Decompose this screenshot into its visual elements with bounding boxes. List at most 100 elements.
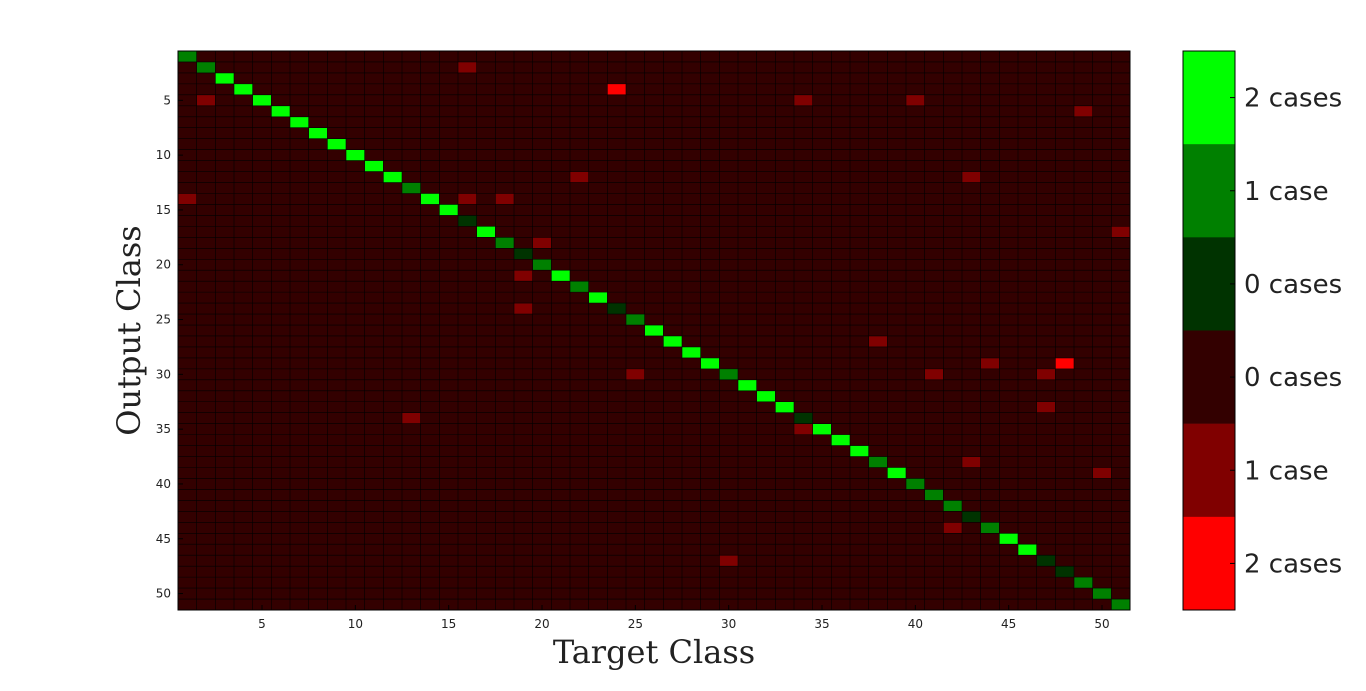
matrix-cell-o16-t22 (570, 215, 589, 227)
matrix-cell-o28-t24 (607, 346, 627, 359)
matrix-cell-o46-t23 (588, 544, 608, 556)
matrix-cell-o44-t23 (588, 522, 608, 534)
matrix-cell-o25-t14 (420, 314, 440, 326)
matrix-cell-o27-t5 (252, 335, 272, 348)
matrix-cell-o32-t14 (420, 390, 440, 403)
diagonal-cell-o16-t16 (458, 215, 477, 227)
matrix-cell-o46-t32 (756, 544, 776, 556)
matrix-cell-o14-t22 (570, 193, 589, 205)
diagonal-cell-o47-t47 (1036, 555, 1056, 567)
matrix-cell-o24-t42 (943, 303, 963, 315)
matrix-cell-o33-t28 (682, 401, 701, 414)
matrix-cell-o26-t37 (850, 325, 869, 337)
matrix-cell-o8-t28 (682, 127, 701, 139)
matrix-cell-o47-t29 (700, 555, 720, 567)
matrix-cell-o33-t19 (514, 401, 533, 414)
matrix-cell-o44-t18 (495, 522, 515, 534)
matrix-cell-o35-t10 (346, 423, 365, 435)
matrix-cell-o29-t21 (551, 357, 571, 370)
matrix-cell-o49-t39 (887, 577, 907, 589)
matrix-cell-o40-t14 (420, 478, 440, 490)
matrix-cell-o34-t18 (495, 412, 515, 424)
matrix-cell-o7-t10 (346, 116, 365, 129)
matrix-cell-o28-t7 (290, 346, 309, 359)
matrix-cell-o13-t45 (999, 182, 1019, 194)
matrix-cell-o20-t13 (402, 259, 421, 271)
matrix-cell-o44-t38 (868, 522, 888, 534)
matrix-cell-o22-t8 (308, 281, 328, 293)
matrix-cell-o34-t44 (980, 412, 1000, 424)
matrix-cell-o34-t3 (215, 412, 235, 424)
matrix-cell-o36-t48 (1055, 434, 1075, 446)
matrix-cell-o6-t18 (495, 105, 515, 118)
matrix-cell-o28-t49 (1074, 346, 1093, 359)
matrix-cell-o12-t42 (943, 171, 963, 183)
matrix-cell-o31-t3 (215, 379, 235, 392)
matrix-cell-o40-t23 (588, 478, 608, 490)
matrix-cell-o34-t31 (738, 412, 757, 424)
matrix-cell-o12-t39 (887, 171, 907, 183)
matrix-cell-o28-t42 (943, 346, 963, 359)
matrix-cell-o12-t48 (1055, 171, 1075, 183)
matrix-cell-o33-t42 (943, 401, 963, 414)
matrix-cell-o49-t44 (980, 577, 1000, 589)
matrix-cell-o1-t3 (215, 51, 235, 63)
matrix-cell-o3-t11 (364, 72, 384, 85)
matrix-cell-o30-t35 (812, 368, 832, 381)
matrix-cell-o34-t38 (868, 412, 888, 424)
matrix-cell-o48-t41 (924, 566, 944, 578)
matrix-cell-o8-t48 (1055, 127, 1075, 139)
matrix-cell-o24-t48 (1055, 303, 1075, 315)
matrix-cell-o33-t2 (196, 401, 216, 414)
matrix-cell-o23-t35 (812, 292, 832, 304)
matrix-cell-o29-t11 (364, 357, 384, 370)
matrix-cell-o20-t12 (383, 259, 403, 271)
matrix-cell-o5-t19 (514, 94, 533, 107)
matrix-cell-o6-t26 (644, 105, 664, 118)
matrix-cell-o26-t41 (924, 325, 944, 337)
matrix-cell-o17-t32 (756, 226, 776, 238)
matrix-cell-o3-t28 (682, 72, 701, 85)
matrix-cell-o10-t23 (588, 149, 608, 161)
matrix-cell-o41-t17 (476, 489, 496, 501)
matrix-cell-o3-t7 (290, 72, 309, 85)
matrix-cell-o20-t25 (626, 259, 645, 271)
matrix-cell-o37-t35 (812, 445, 832, 457)
matrix-cell-o21-t40 (906, 270, 925, 282)
matrix-cell-o41-t18 (495, 489, 515, 501)
matrix-cell-o3-t19 (514, 72, 533, 85)
matrix-cell-o43-t25 (626, 511, 645, 523)
matrix-cell-o38-t48 (1055, 456, 1075, 468)
matrix-cell-o40-t37 (850, 478, 869, 490)
matrix-cell-o38-t30 (719, 456, 739, 468)
matrix-cell-o33-t5 (252, 401, 272, 414)
matrix-cell-o10-t45 (999, 149, 1019, 161)
matrix-cell-o19-t44 (980, 248, 1000, 260)
matrix-cell-o44-t24 (607, 522, 627, 534)
matrix-cell-o33-t14 (420, 401, 440, 414)
matrix-cell-o42-t24 (607, 500, 627, 512)
matrix-cell-o43-t3 (215, 511, 235, 523)
matrix-cell-o15-t27 (663, 204, 683, 216)
matrix-cell-o23-t37 (850, 292, 869, 304)
colorbar-segment-2 (1183, 144, 1235, 238)
matrix-cell-o29-t44 (980, 357, 1000, 370)
matrix-cell-o12-t36 (831, 171, 851, 183)
matrix-cell-o21-t6 (271, 270, 291, 282)
matrix-cell-o46-t9 (327, 544, 347, 556)
matrix-cell-o29-t30 (719, 357, 739, 370)
matrix-cell-o38-t47 (1036, 456, 1056, 468)
matrix-cell-o51-t27 (663, 599, 683, 611)
matrix-cell-o22-t43 (962, 281, 981, 293)
matrix-cell-o14-t50 (1092, 193, 1112, 205)
matrix-cell-o16-t31 (738, 215, 757, 227)
matrix-cell-o5-t33 (775, 94, 795, 107)
matrix-cell-o18-t34 (794, 237, 813, 249)
matrix-cell-o36-t44 (980, 434, 1000, 446)
matrix-cell-o47-t32 (756, 555, 776, 567)
matrix-cell-o17-t13 (402, 226, 421, 238)
matrix-cell-o51-t41 (924, 599, 944, 611)
matrix-cell-o31-t41 (924, 379, 944, 392)
matrix-cell-o10-t7 (290, 149, 309, 161)
matrix-cell-o26-t31 (738, 325, 757, 337)
